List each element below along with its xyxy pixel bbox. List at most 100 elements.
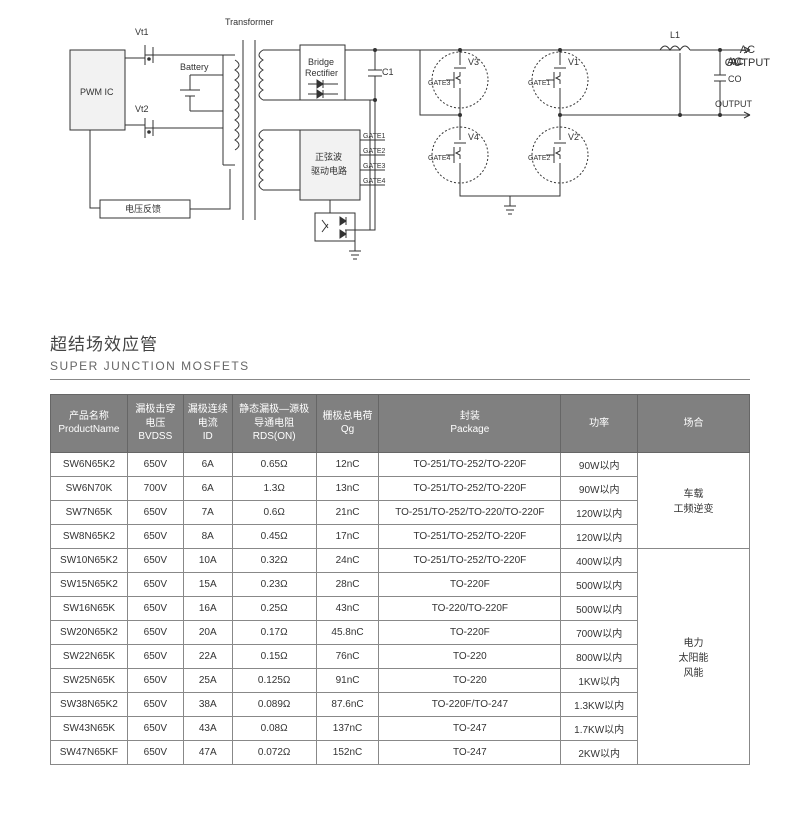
- table-cell: 0.23Ω: [232, 572, 316, 596]
- svg-text:Rectifier: Rectifier: [305, 68, 338, 78]
- table-cell: 137nC: [316, 716, 379, 740]
- title-zh: 超结场效应管: [50, 330, 800, 355]
- table-cell: 8A: [183, 524, 232, 548]
- table-cell: 650V: [127, 548, 183, 572]
- table-cell: 650V: [127, 740, 183, 764]
- table-cell: 650V: [127, 668, 183, 692]
- table-cell: SW22N65K: [51, 644, 128, 668]
- table-cell: 90W以内: [561, 452, 638, 476]
- table-cell: 10A: [183, 548, 232, 572]
- svg-text:GATE4: GATE4: [428, 155, 451, 162]
- table-cell: 0.15Ω: [232, 644, 316, 668]
- mosfet-table-wrap: 产品名称ProductName漏极击穿电压BVDSS漏极连续电流ID静态漏极—源…: [50, 394, 750, 765]
- svg-text:L1: L1: [670, 30, 680, 40]
- table-cell: 650V: [127, 572, 183, 596]
- title-en: SUPER JUNCTION MOSFETS: [50, 359, 800, 373]
- table-cell: 650V: [127, 524, 183, 548]
- mosfet-table: 产品名称ProductName漏极击穿电压BVDSS漏极连续电流ID静态漏极—源…: [50, 394, 750, 765]
- svg-text:V4: V4: [468, 132, 479, 142]
- table-cell: TO-251/TO-252/TO-220F: [379, 524, 561, 548]
- table-cell: 1.3Ω: [232, 476, 316, 500]
- table-cell: 500W以内: [561, 572, 638, 596]
- table-cell: 0.089Ω: [232, 692, 316, 716]
- table-cell: 1KW以内: [561, 668, 638, 692]
- table-cell: 800W以内: [561, 644, 638, 668]
- svg-text:GATE1: GATE1: [363, 133, 386, 140]
- table-cell: TO-220F/TO-247: [379, 692, 561, 716]
- svg-text:Vt2: Vt2: [135, 104, 149, 114]
- table-cell: 0.65Ω: [232, 452, 316, 476]
- table-cell: SW7N65K: [51, 500, 128, 524]
- table-cell: 0.072Ω: [232, 740, 316, 764]
- svg-text:正弦波: 正弦波: [315, 151, 342, 162]
- svg-text:GATE2: GATE2: [528, 155, 551, 162]
- table-cell: 76nC: [316, 644, 379, 668]
- table-cell: 22A: [183, 644, 232, 668]
- table-header-cell: 产品名称ProductName: [51, 395, 128, 453]
- table-cell: 16A: [183, 596, 232, 620]
- table-cell: 152nC: [316, 740, 379, 764]
- table-cell: 91nC: [316, 668, 379, 692]
- svg-text:PWM IC: PWM IC: [80, 87, 114, 97]
- table-cell: 87.6nC: [316, 692, 379, 716]
- table-cell: TO-247: [379, 740, 561, 764]
- table-cell: 0.08Ω: [232, 716, 316, 740]
- svg-text:电压反馈: 电压反馈: [125, 203, 161, 214]
- ac-output-label: ACOUTPUT: [725, 44, 770, 70]
- table-cell: 28nC: [316, 572, 379, 596]
- table-cell: 400W以内: [561, 548, 638, 572]
- table-cell: SW10N65K2: [51, 548, 128, 572]
- table-cell: 650V: [127, 500, 183, 524]
- table-cell: TO-251/TO-252/TO-220F: [379, 476, 561, 500]
- table-cell: SW8N65K2: [51, 524, 128, 548]
- table-cell: 43nC: [316, 596, 379, 620]
- svg-text:GATE2: GATE2: [363, 148, 386, 155]
- table-header-cell: 功率: [561, 395, 638, 453]
- table-cell: 650V: [127, 452, 183, 476]
- circuit-diagram: PWM IC Vt1 Vt2 Battery 电压反馈 Transformer: [0, 0, 800, 280]
- table-cell: 15A: [183, 572, 232, 596]
- table-cell: 1.3KW以内: [561, 692, 638, 716]
- table-cell: TO-247: [379, 716, 561, 740]
- table-cell: 0.25Ω: [232, 596, 316, 620]
- svg-text:OUTPUT: OUTPUT: [715, 99, 753, 109]
- table-cell: 6A: [183, 476, 232, 500]
- table-cell: TO-220/TO-220F: [379, 596, 561, 620]
- table-cell: TO-251/TO-252/TO-220/TO-220F: [379, 500, 561, 524]
- svg-text:Transformer: Transformer: [225, 17, 274, 27]
- table-cell: 45.8nC: [316, 620, 379, 644]
- svg-text:Vt1: Vt1: [135, 27, 149, 37]
- table-cell: 650V: [127, 596, 183, 620]
- table-cell: 0.17Ω: [232, 620, 316, 644]
- table-cell: TO-251/TO-252/TO-220F: [379, 548, 561, 572]
- svg-text:驱动电路: 驱动电路: [311, 165, 347, 176]
- svg-text:GATE3: GATE3: [428, 80, 451, 87]
- table-cell: 90W以内: [561, 476, 638, 500]
- table-cell: 0.125Ω: [232, 668, 316, 692]
- table-cell: 17nC: [316, 524, 379, 548]
- table-cell: 650V: [127, 692, 183, 716]
- svg-text:V2: V2: [568, 132, 579, 142]
- table-row: SW10N65K2650V10A0.32Ω24nCTO-251/TO-252/T…: [51, 548, 750, 572]
- table-header-cell: 封装Package: [379, 395, 561, 453]
- table-cell: 700V: [127, 476, 183, 500]
- table-cell: TO-220F: [379, 620, 561, 644]
- table-cell: 0.45Ω: [232, 524, 316, 548]
- table-cell: 1.7KW以内: [561, 716, 638, 740]
- svg-text:C1: C1: [382, 67, 394, 77]
- table-cell: SW15N65K2: [51, 572, 128, 596]
- table-cell: 13nC: [316, 476, 379, 500]
- divider: [50, 379, 750, 380]
- table-cell: SW6N65K2: [51, 452, 128, 476]
- svg-text:CO: CO: [728, 74, 742, 84]
- svg-text:GATE4: GATE4: [363, 178, 386, 185]
- svg-text:Battery: Battery: [180, 62, 209, 72]
- table-cell: SW20N65K2: [51, 620, 128, 644]
- table-cell: 12nC: [316, 452, 379, 476]
- table-header-row: 产品名称ProductName漏极击穿电压BVDSS漏极连续电流ID静态漏极—源…: [51, 395, 750, 453]
- svg-text:Bridge: Bridge: [308, 57, 334, 67]
- table-cell: TO-220: [379, 644, 561, 668]
- table-cell: 25A: [183, 668, 232, 692]
- table-cell: 7A: [183, 500, 232, 524]
- circuit-svg: PWM IC Vt1 Vt2 Battery 电压反馈 Transformer: [30, 10, 770, 270]
